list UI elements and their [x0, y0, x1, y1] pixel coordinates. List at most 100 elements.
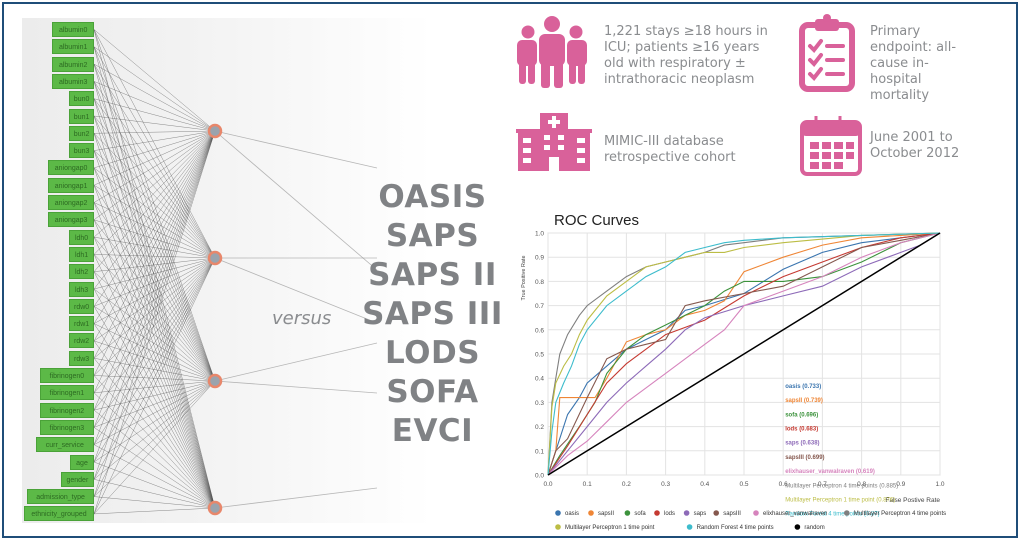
connection — [93, 130, 216, 203]
connection — [93, 380, 216, 428]
auc-label: Multilayer Perceptron 4 time points (0.8… — [785, 483, 898, 489]
connection — [93, 29, 216, 259]
connection — [93, 130, 216, 359]
connection — [93, 130, 216, 497]
output-connection — [214, 342, 378, 382]
connection — [93, 185, 216, 259]
feature-node: ethnicity_grouped — [24, 506, 94, 522]
score-oasis: OASIS — [378, 179, 487, 215]
feature-node: bun3 — [69, 143, 94, 159]
connection — [93, 130, 216, 255]
feature-node: bun1 — [69, 108, 94, 124]
legend-marker — [555, 524, 561, 530]
legend-label: oasis — [565, 511, 579, 517]
score-saps-iii: SAPS III — [362, 296, 503, 332]
y-axis-label: True Positive Rate — [521, 255, 527, 300]
auc-label: Random Forest 4 time points (0.87) — [785, 512, 879, 518]
output-connection — [214, 130, 378, 169]
score-sofa: SOFA — [386, 374, 479, 410]
connection — [93, 257, 216, 514]
feature-node: rdw2 — [69, 333, 94, 349]
connection — [93, 257, 216, 272]
cohort-description: 1,221 stays ≥18 hours in ICU; patients ≥… — [604, 24, 768, 87]
connection — [93, 380, 216, 480]
connection — [93, 81, 216, 259]
x-tick-label: 0.5 — [739, 481, 748, 488]
clipboard-checklist-icon — [799, 14, 855, 92]
primary-endpoint: Primary endpoint: all-cause in-hospital … — [870, 24, 957, 103]
feature-node: fibrinogen0 — [39, 368, 94, 383]
connection — [93, 46, 216, 132]
connection — [93, 236, 216, 259]
connection — [93, 185, 216, 382]
people-icon — [517, 16, 587, 88]
y-tick-label: 0.8 — [535, 279, 544, 286]
feature-node: rdw1 — [69, 316, 94, 332]
feature-node: fibrinogen1 — [39, 385, 94, 401]
connection — [93, 427, 216, 509]
connection — [93, 254, 216, 509]
legend-marker — [588, 510, 594, 516]
connection — [93, 306, 216, 382]
y-tick-label: 0.3 — [535, 400, 544, 407]
feature-node: fibrinogen3 — [39, 419, 94, 435]
connection — [93, 257, 216, 428]
connection — [93, 409, 216, 509]
roc-curve-multilayer-perceptron-1-time-point — [547, 232, 941, 476]
connection — [93, 130, 216, 463]
connection — [93, 257, 216, 480]
legend-label: lods — [664, 511, 675, 517]
output-connection — [214, 130, 378, 271]
neural-network-panel: albumin0 albumin1 albumin2 albumin3 bun0 bun1… — [22, 18, 432, 523]
connection — [93, 257, 216, 376]
feature-node: rdw3 — [69, 350, 94, 366]
hidden-node — [207, 373, 223, 389]
connection — [93, 357, 216, 382]
feature-node: ldh0 — [69, 229, 94, 245]
connection — [93, 380, 216, 394]
connection — [93, 185, 216, 509]
roc-curve-multilayer-perceptron-4-time-points — [547, 232, 941, 476]
auc-label: sapsII (0.739) — [785, 398, 823, 404]
connection — [93, 29, 216, 132]
connection — [93, 46, 216, 382]
legend-label: sofa — [634, 511, 646, 517]
connection — [93, 375, 216, 509]
roc-curve-lods — [547, 232, 941, 476]
connection — [93, 375, 216, 382]
connection — [93, 130, 216, 393]
y-tick-label: 0.6 — [535, 327, 544, 334]
connection — [93, 380, 216, 445]
connection — [93, 236, 216, 382]
connection — [93, 64, 216, 382]
hospital-icon — [516, 113, 592, 171]
connection — [93, 115, 216, 509]
connection — [93, 150, 216, 382]
connection — [93, 254, 216, 382]
connection — [93, 288, 216, 509]
legend-marker — [713, 510, 719, 516]
y-tick-label: 0.1 — [535, 448, 544, 455]
connection — [93, 130, 216, 134]
legend-label: elixhauser_vanwalraven — [763, 511, 827, 517]
roc-curve-random-forest-4-time-points — [547, 232, 941, 476]
hidden-node — [207, 123, 223, 139]
connection — [93, 130, 216, 220]
feature-node: aniongap1 — [48, 177, 94, 193]
connection — [93, 98, 216, 132]
x-tick-label: 0.1 — [583, 481, 592, 488]
y-tick-label: 1.0 — [535, 231, 544, 238]
score-evci: EVCI — [391, 413, 474, 449]
connection — [93, 479, 216, 509]
connection — [93, 380, 216, 411]
connection — [93, 81, 216, 509]
x-tick-label: 0.7 — [818, 481, 827, 488]
y-tick-label: 0.0 — [535, 473, 544, 480]
legend-label: Random Forest 4 time points — [697, 525, 774, 531]
x-tick-label: 0.4 — [700, 481, 709, 488]
y-tick-label: 0.7 — [535, 303, 544, 310]
study-period: June 2001 to October 2012 — [870, 130, 960, 161]
legend-marker — [686, 524, 693, 530]
auc-label: sapsIII (0.699) — [785, 455, 824, 461]
connection — [93, 115, 216, 382]
